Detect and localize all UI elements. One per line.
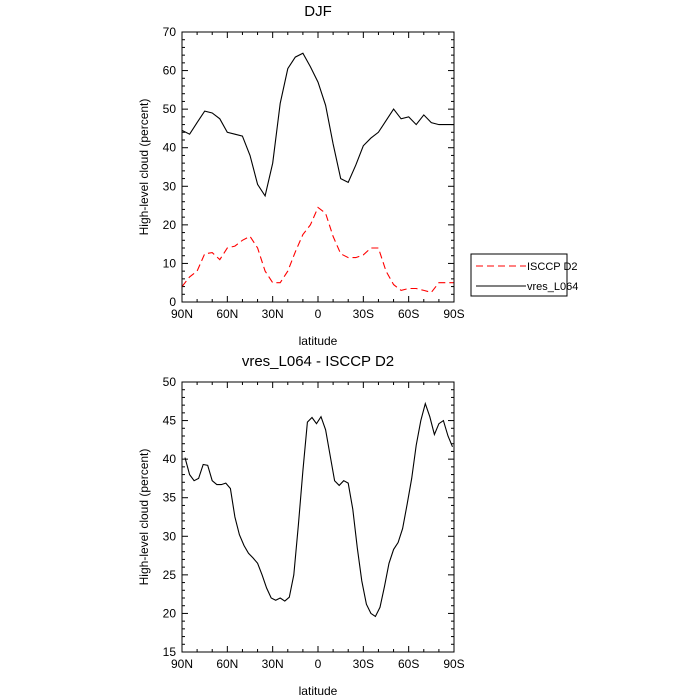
x-tick-label: 60N (216, 657, 238, 671)
y-tick-label: 45 (163, 414, 177, 428)
x-tick-label: 90S (443, 307, 464, 321)
y-axis-label: High-level cloud (percent) (137, 449, 151, 586)
y-tick-label: 30 (163, 529, 177, 543)
chart-title: vres_L064 - ISCCP D2 (242, 353, 394, 370)
x-tick-label: 30N (262, 657, 284, 671)
y-tick-label: 0 (169, 295, 176, 309)
x-tick-label: 30S (353, 657, 374, 671)
chart-panel-djf: DJF High-level cloud (percent) latitude … (137, 3, 465, 348)
legend-label-vres-l064: vres_L064 (527, 281, 578, 293)
series-line-vres-l064-isccp-d2 (184, 401, 454, 618)
x-axis-label: latitude (299, 334, 338, 348)
y-tick-label: 60 (163, 64, 177, 78)
x-tick-label: 60S (398, 307, 419, 321)
legend-box (470, 253, 568, 297)
x-tick-label: 0 (315, 657, 322, 671)
chart-title: DJF (304, 3, 332, 20)
series-line-vres-l064 (181, 52, 454, 198)
axis-ticks: 90N 60N 30N 0 30S 60S 90S 0 10 20 30 40 50 60 70 (163, 25, 465, 321)
legend: ISCCP D2 vres_L064 (470, 253, 578, 297)
x-tick-label: 90N (171, 657, 193, 671)
chart-panel-difference: vres_L064 - ISCCP D2 High-level cloud (p… (137, 353, 465, 698)
x-tick-label: 30N (262, 307, 284, 321)
y-tick-label: 50 (163, 102, 177, 116)
legend-label-isccp-d2: ISCCP D2 (527, 261, 578, 273)
y-tick-label: 50 (163, 375, 177, 389)
x-tick-label: 60S (398, 657, 419, 671)
y-tick-label: 10 (163, 256, 177, 270)
x-tick-label: 0 (315, 307, 322, 321)
y-tick-label: 20 (163, 218, 177, 232)
plot-frame (181, 31, 455, 303)
x-axis-label: latitude (299, 684, 338, 698)
x-tick-label: 60N (216, 307, 238, 321)
y-tick-label: 20 (163, 606, 177, 620)
y-tick-label: 40 (163, 141, 177, 155)
y-tick-label: 15 (163, 645, 177, 659)
y-tick-label: 25 (163, 568, 177, 582)
series-line-isccp-d2 (181, 206, 454, 294)
x-tick-label: 30S (353, 307, 374, 321)
x-tick-label: 90S (443, 657, 464, 671)
y-axis-label: High-level cloud (percent) (137, 99, 151, 236)
x-tick-label: 90N (171, 307, 193, 321)
plot-frame (181, 381, 455, 653)
y-tick-label: 35 (163, 491, 177, 505)
y-tick-label: 40 (163, 452, 177, 466)
y-tick-label: 30 (163, 179, 177, 193)
series-group (181, 52, 454, 294)
y-tick-label: 70 (163, 25, 177, 39)
series-group (184, 401, 454, 618)
